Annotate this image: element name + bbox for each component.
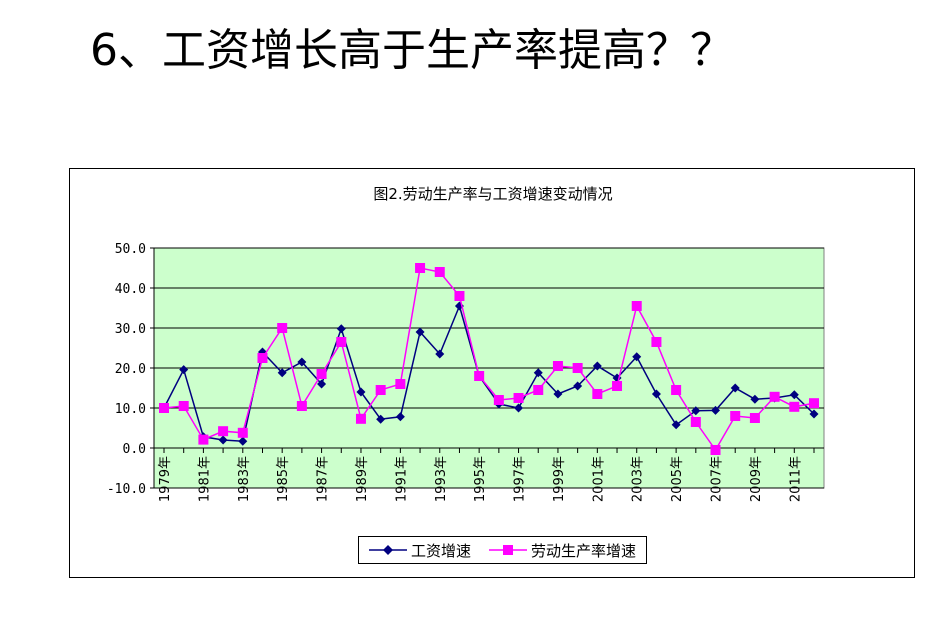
- chart-title: 图2.劳动生产率与工资增速变动情况: [373, 185, 612, 203]
- wage-point: [671, 420, 681, 430]
- x-tick-label: 1979年: [158, 456, 173, 502]
- slide-title: 6、工资增长高于生产率提高？？: [90, 25, 734, 76]
- productivity-point: [474, 371, 485, 381]
- productivity-point: [493, 395, 504, 405]
- wage-point: [356, 387, 366, 397]
- productivity-point: [631, 301, 642, 311]
- x-tick-label: 1987年: [316, 456, 331, 502]
- chart-frame: 图2.劳动生产率与工资增速变动情况 -10.0 0.0 10.0 20.0 30.0 40.…: [69, 168, 915, 578]
- wage-point: [514, 403, 524, 413]
- legend-item-productivity: 劳动生产率增速: [489, 540, 636, 561]
- wage-point: [277, 368, 287, 378]
- wage-point: [730, 383, 740, 393]
- productivity-point: [552, 361, 563, 371]
- wage-point: [789, 390, 799, 400]
- productivity-point: [533, 385, 544, 395]
- productivity-point: [769, 391, 780, 402]
- wage-point: [179, 365, 189, 375]
- x-tick-label: 2001年: [591, 456, 606, 502]
- x-tick-label: 1991年: [394, 456, 409, 502]
- productivity-point: [355, 413, 366, 424]
- series-line-wage: [163, 303, 815, 442]
- legend-productivity-label: 劳动生产率增速: [531, 541, 637, 560]
- y-tick-label: 40.0: [115, 282, 146, 297]
- productivity-point: [198, 434, 209, 445]
- y-tick-label: 20.0: [115, 362, 146, 377]
- x-tick-label: 2005年: [670, 456, 685, 502]
- productivity-point: [375, 385, 386, 395]
- line-chart: 图2.劳动生产率与工资增速变动情况 -10.0 0.0 10.0 20.0 30.0 40.…: [107, 185, 825, 502]
- productivity-point: [612, 381, 623, 391]
- productivity-point: [257, 353, 268, 363]
- productivity-point: [434, 267, 445, 277]
- productivity-point: [690, 417, 701, 427]
- chart-legend: 工资增速 劳动生产率增速: [358, 536, 648, 564]
- productivity-point: [513, 393, 524, 403]
- x-tick-label: 2011年: [788, 456, 803, 502]
- productivity-point: [395, 379, 406, 389]
- y-tick-label: 50.0: [115, 242, 146, 257]
- y-tick-label: 10.0: [115, 402, 146, 417]
- wage-point: [218, 435, 228, 445]
- productivity-point: [296, 401, 307, 411]
- y-tick-label: 0.0: [123, 442, 146, 457]
- legend-item-wage: 工资增速: [369, 540, 471, 561]
- legend-wage-swatch: [369, 545, 407, 555]
- wage-point: [553, 389, 563, 399]
- wage-point: [238, 436, 248, 446]
- wage-point: [711, 405, 721, 415]
- wage-point: [533, 368, 543, 378]
- x-tick-label: 2007年: [710, 456, 725, 502]
- x-tick-label: 1995年: [473, 456, 488, 502]
- productivity-point: [592, 389, 603, 399]
- x-tick-label: 1989年: [355, 456, 370, 502]
- wage-point: [632, 352, 642, 362]
- productivity-point: [651, 337, 662, 347]
- y-tick-label: -10.0: [107, 482, 146, 497]
- x-tick-label: 1983年: [237, 456, 252, 502]
- productivity-point: [572, 363, 583, 373]
- productivity-point: [454, 291, 465, 301]
- x-tick-label: 1981年: [197, 456, 212, 502]
- productivity-point: [277, 323, 288, 333]
- wage-point: [297, 357, 307, 367]
- x-tick-label: 1999年: [552, 456, 567, 502]
- productivity-point: [218, 426, 229, 437]
- x-tick-label: 1985年: [276, 456, 291, 502]
- productivity-point: [237, 427, 248, 438]
- y-tick-label: 30.0: [115, 322, 146, 337]
- wage-point: [592, 361, 602, 371]
- legend-wage-label: 工资增速: [411, 541, 472, 560]
- wage-point: [809, 409, 819, 419]
- x-tick-label: 2003年: [631, 456, 646, 502]
- wage-point: [651, 389, 661, 399]
- x-tick-label: 1997年: [513, 456, 528, 502]
- productivity-point: [809, 398, 819, 409]
- wage-point: [573, 381, 583, 391]
- productivity-point: [671, 385, 682, 395]
- legend-productivity-swatch: [489, 545, 528, 555]
- wage-point: [376, 414, 386, 424]
- productivity-point: [316, 369, 327, 379]
- productivity-point: [159, 403, 169, 413]
- productivity-point: [749, 413, 760, 423]
- productivity-point: [415, 263, 426, 273]
- wage-point: [395, 412, 405, 422]
- wage-point: [317, 379, 327, 389]
- wage-point: [691, 406, 701, 416]
- productivity-point: [178, 401, 189, 411]
- productivity-point: [336, 337, 347, 347]
- series-line-productivity: [163, 267, 815, 452]
- wage-point: [336, 324, 346, 334]
- wage-point: [415, 327, 425, 337]
- x-tick-label: 1993年: [434, 456, 449, 502]
- productivity-point: [710, 445, 721, 455]
- productivity-point: [730, 411, 741, 421]
- wage-point: [750, 394, 760, 404]
- x-tick-label: 2009年: [749, 456, 764, 502]
- wage-point: [435, 349, 445, 359]
- productivity-point: [789, 401, 800, 412]
